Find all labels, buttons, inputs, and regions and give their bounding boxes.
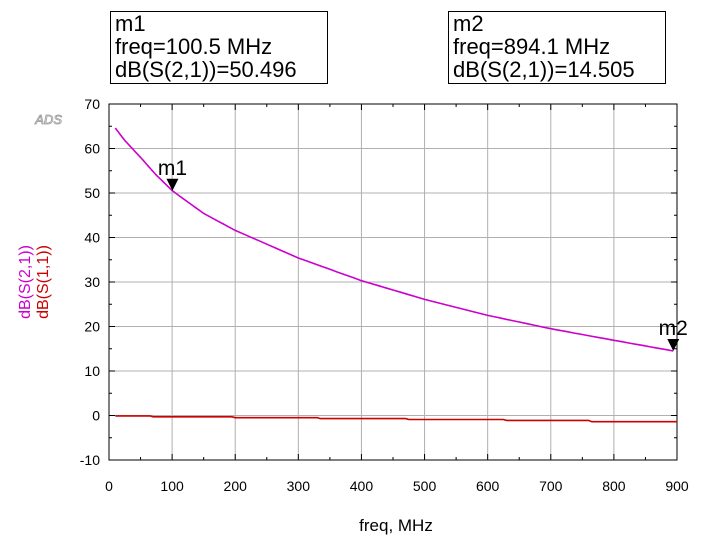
series-line-s21	[114, 127, 674, 352]
marker-m1-readout[interactable]: m1 freq=100.5 MHz dB(S(2,1))=50.496	[110, 11, 328, 84]
y-tick-label: 60	[84, 141, 100, 157]
marker-m1-freq: freq=100.5 MHz	[115, 34, 273, 59]
x-tick-labels: 0 100 200 300 400 500 600 700 800 900	[105, 478, 689, 494]
y-tick-label: -10	[80, 452, 100, 468]
y-tick-label: 50	[84, 185, 100, 201]
x-tick-label: 400	[350, 478, 374, 494]
y-tick-label: 0	[92, 408, 100, 424]
marker-m1-triangle	[166, 178, 179, 191]
x-tick-label: 300	[287, 478, 311, 494]
series-line-s11	[115, 415, 677, 423]
x-tick-label: 0	[105, 478, 113, 494]
x-tick-label: 700	[539, 478, 563, 494]
y-axis-label-s11: dB(S(1,1))	[35, 245, 52, 319]
x-axis-label: freq, MHz	[359, 516, 433, 535]
y-tick-label: 10	[84, 363, 100, 379]
y-tick-label: 20	[84, 319, 100, 335]
marker-m1-value: dB(S(2,1))=50.496	[115, 57, 297, 82]
y-tick-label: 70	[84, 96, 100, 112]
x-tick-label: 500	[413, 478, 437, 494]
marker-m1-name: m1	[115, 11, 146, 36]
x-tick-label: 800	[602, 478, 626, 494]
x-tick-label: 200	[224, 478, 248, 494]
series-lines	[114, 127, 677, 423]
marker-m1-label: m1	[158, 157, 187, 180]
y-axis-label-s21: dB(S(2,1))	[17, 245, 34, 319]
marker-m2-label: m2	[659, 317, 688, 340]
marker-m2-triangle	[667, 338, 680, 351]
marker-m2-readout[interactable]: m2 freq=894.1 MHz dB(S(2,1))=14.505	[448, 11, 666, 84]
y-tick-label: 40	[84, 230, 100, 246]
marker-m2-value: dB(S(2,1))=14.505	[453, 57, 635, 82]
marker-m2-name: m2	[453, 11, 484, 36]
x-tick-label: 900	[665, 478, 689, 494]
grid-lines	[109, 104, 677, 460]
marker-m2-freq: freq=894.1 MHz	[453, 34, 611, 59]
y-tick-labels: -10 0 10 20 30 40 50 60 70	[80, 96, 100, 468]
y-tick-label: 30	[84, 274, 100, 290]
x-tick-label: 100	[160, 478, 184, 494]
x-tick-label: 600	[476, 478, 500, 494]
marker-glyphs: m1 m2	[158, 157, 688, 351]
ads-watermark: ADS	[34, 112, 62, 127]
axis-ticks	[108, 103, 678, 461]
